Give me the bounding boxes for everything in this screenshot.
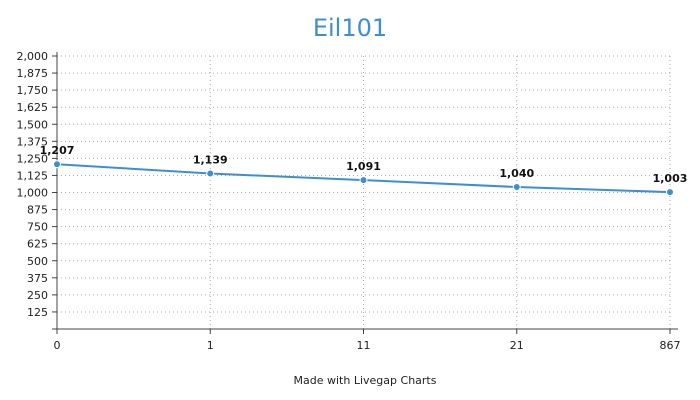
x-tick-label: 11 bbox=[357, 339, 371, 352]
data-point bbox=[666, 188, 674, 197]
grid bbox=[57, 55, 671, 329]
y-tick-label: 1,125 bbox=[17, 169, 49, 182]
y-axis-ticks: 2,000 1,875 1,750 1,625 1,500 1,375 1,250 1,125… bbox=[17, 50, 57, 319]
x-axis-ticks: 0 1 11 21 867 bbox=[54, 329, 681, 352]
y-tick-label: 750 bbox=[27, 221, 48, 234]
x-tick-label: 867 bbox=[660, 339, 681, 352]
x-tick-label: 1 bbox=[207, 339, 214, 352]
data-label: 1,139 bbox=[193, 154, 228, 167]
data-point bbox=[53, 160, 61, 169]
y-tick-label: 250 bbox=[27, 289, 48, 302]
y-tick-label: 1,875 bbox=[17, 67, 49, 80]
y-tick-label: 1,375 bbox=[17, 135, 49, 148]
data-point bbox=[512, 183, 521, 192]
data-label: 1,003 bbox=[653, 172, 688, 185]
y-tick-label: 1,500 bbox=[17, 118, 49, 131]
y-tick-label: 625 bbox=[27, 238, 48, 251]
y-tick-label: 375 bbox=[27, 272, 48, 285]
data-label: 1,040 bbox=[499, 167, 534, 180]
data-label: 1,207 bbox=[40, 144, 75, 157]
data-label: 1,091 bbox=[346, 160, 381, 173]
y-tick-label: 125 bbox=[27, 306, 48, 319]
y-tick-label: 875 bbox=[27, 204, 48, 217]
y-tick-label: 1,750 bbox=[17, 84, 49, 97]
data-point bbox=[359, 176, 368, 185]
series bbox=[53, 160, 674, 197]
data-labels: 1,207 1,139 1,091 1,040 1,003 bbox=[40, 144, 688, 185]
axes bbox=[52, 52, 678, 330]
credit-text: Made with Livegap Charts bbox=[294, 374, 437, 387]
y-tick-label: 500 bbox=[27, 255, 48, 268]
chart-title: Eil101 bbox=[313, 14, 387, 42]
data-point bbox=[206, 169, 215, 178]
y-tick-label: 1,625 bbox=[17, 101, 49, 114]
y-tick-label: 1,250 bbox=[17, 152, 49, 165]
x-tick-label: 0 bbox=[54, 339, 61, 352]
x-tick-label: 21 bbox=[510, 339, 524, 352]
y-tick-label: 2,000 bbox=[17, 50, 49, 63]
y-tick-label: 1,000 bbox=[17, 187, 49, 200]
